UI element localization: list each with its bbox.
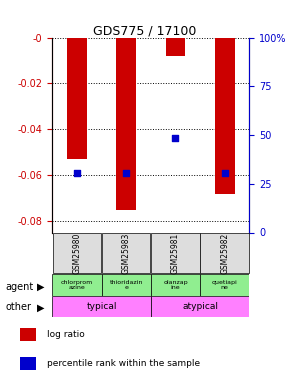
Bar bbox=[52, 296, 151, 317]
Bar bbox=[102, 274, 151, 296]
Text: olanzap
ine: olanzap ine bbox=[163, 280, 188, 290]
Bar bbox=[200, 274, 249, 296]
FancyBboxPatch shape bbox=[52, 233, 101, 273]
Text: log ratio: log ratio bbox=[46, 330, 84, 339]
FancyBboxPatch shape bbox=[200, 233, 249, 273]
Bar bbox=[67, 38, 87, 159]
Bar bbox=[151, 274, 200, 296]
Text: GSM25983: GSM25983 bbox=[122, 232, 131, 274]
Bar bbox=[166, 38, 185, 56]
Bar bbox=[20, 357, 36, 370]
FancyBboxPatch shape bbox=[151, 233, 200, 273]
Text: atypical: atypical bbox=[182, 302, 218, 311]
Text: GSM25982: GSM25982 bbox=[220, 232, 229, 274]
Point bbox=[222, 170, 227, 176]
Bar bbox=[215, 38, 235, 194]
FancyBboxPatch shape bbox=[102, 233, 151, 273]
Bar bbox=[151, 296, 249, 317]
Text: typical: typical bbox=[86, 302, 117, 311]
Text: thioridazin
e: thioridazin e bbox=[109, 280, 143, 290]
Point bbox=[75, 170, 79, 176]
Text: GDS775 / 17100: GDS775 / 17100 bbox=[93, 24, 197, 38]
Text: chlorprom
azine: chlorprom azine bbox=[61, 280, 93, 290]
Point bbox=[173, 135, 178, 141]
Text: other: other bbox=[6, 303, 32, 312]
Text: percentile rank within the sample: percentile rank within the sample bbox=[46, 359, 200, 368]
Text: ▶: ▶ bbox=[37, 303, 44, 312]
Point bbox=[124, 170, 128, 176]
Text: GSM25981: GSM25981 bbox=[171, 232, 180, 274]
Bar bbox=[52, 274, 102, 296]
Text: quetiapi
ne: quetiapi ne bbox=[212, 280, 238, 290]
Text: GSM25980: GSM25980 bbox=[72, 232, 81, 274]
Text: agent: agent bbox=[6, 282, 34, 292]
Text: ▶: ▶ bbox=[37, 282, 44, 292]
Bar bbox=[20, 328, 36, 341]
Bar bbox=[116, 38, 136, 210]
